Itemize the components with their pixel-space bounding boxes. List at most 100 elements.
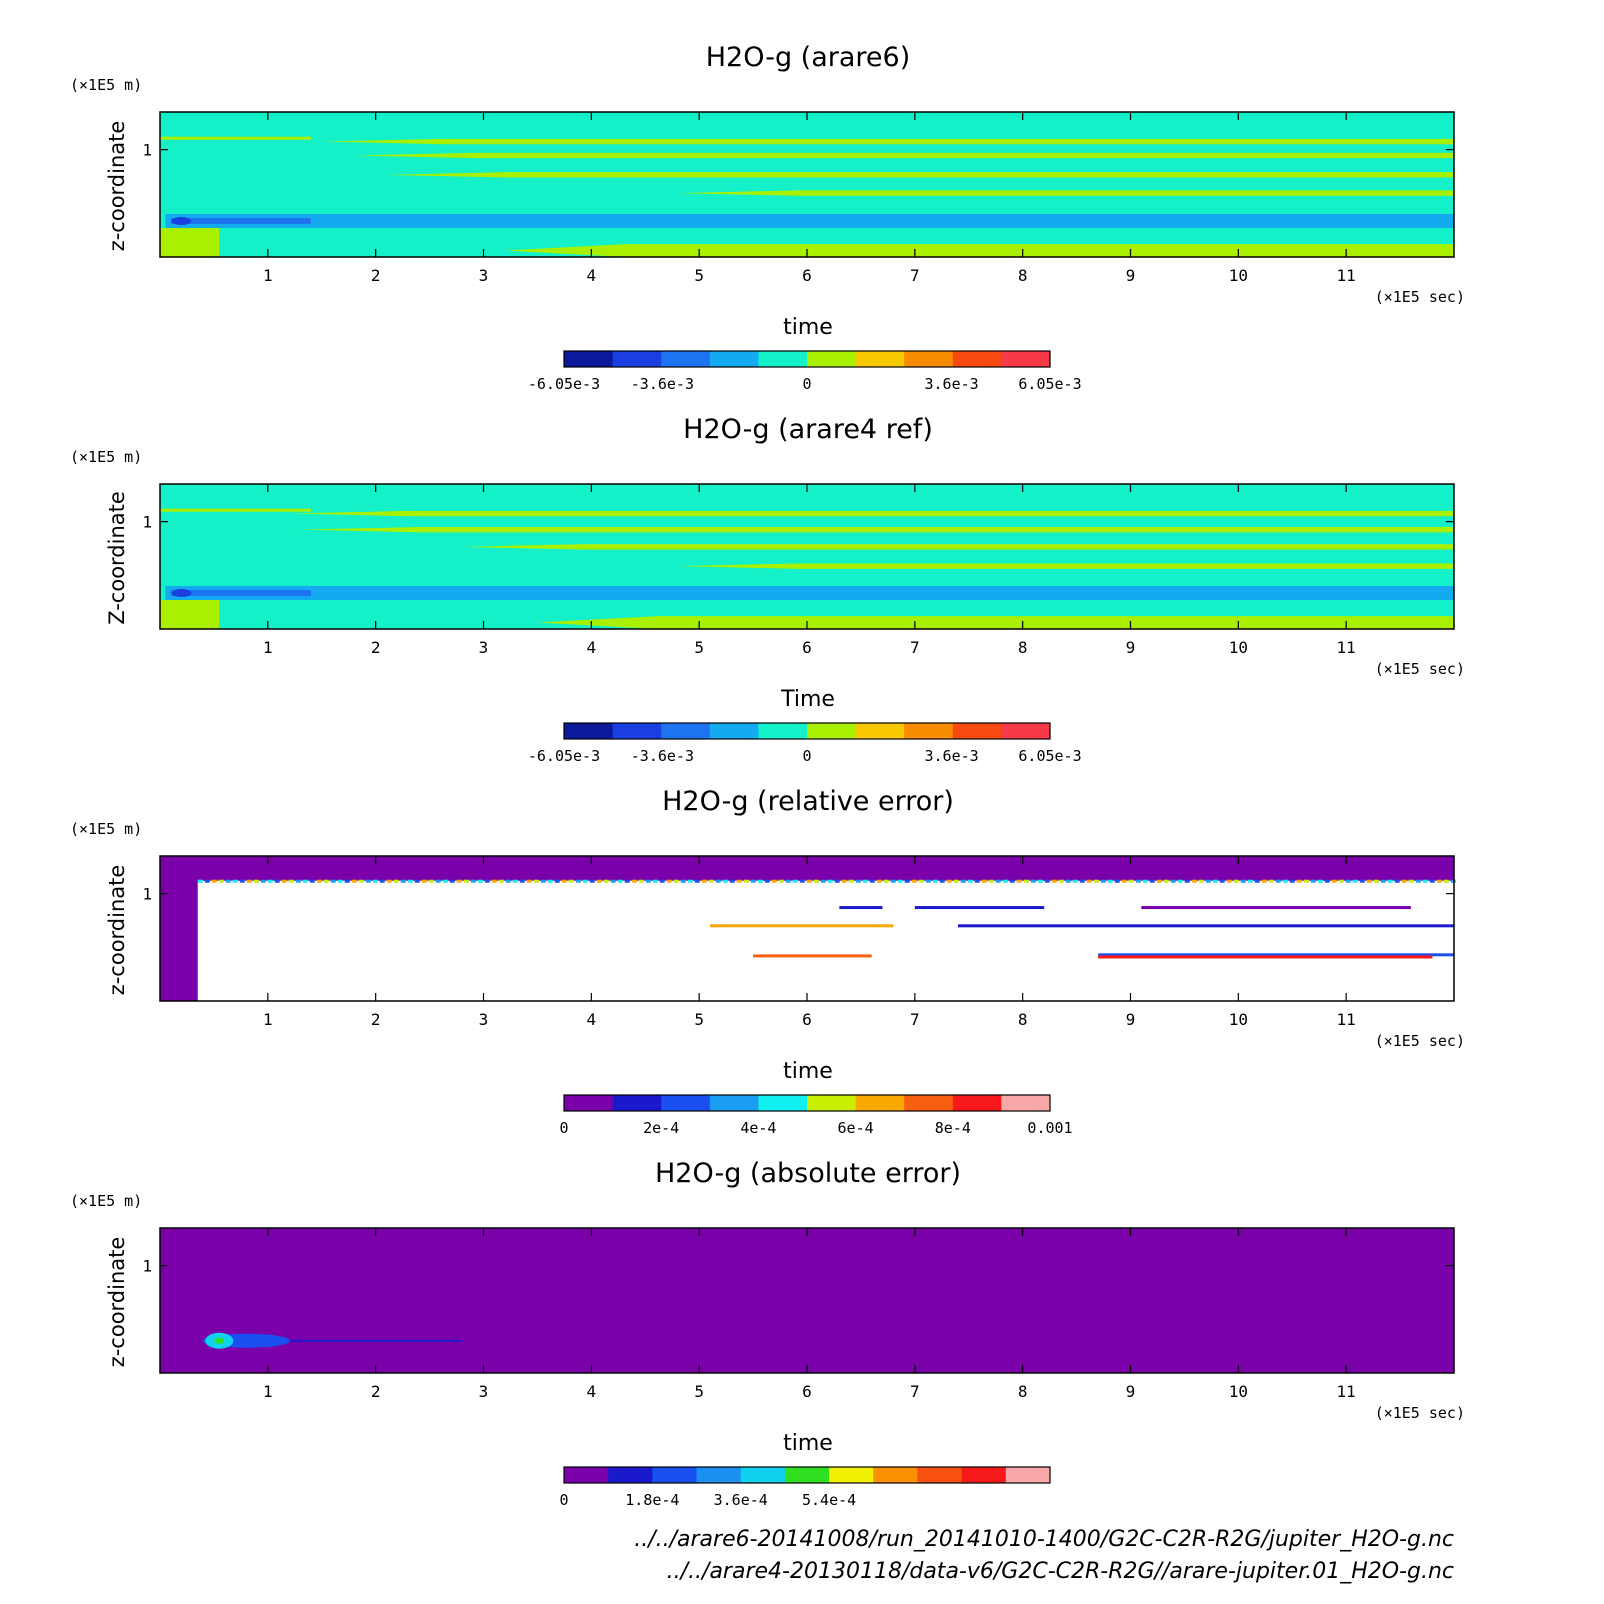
field-speck [498,879,504,883]
field-speck [722,879,728,883]
field-speck [596,879,602,883]
x-tick-label: 3 [479,638,489,657]
field-speck [708,879,714,883]
field-background [160,484,1454,629]
field-speck [1240,879,1246,883]
field-speck [547,879,553,883]
panel-arare6: H2O-g (arare6) (×1E5 m) z-coordinate 1 2 3… [70,42,1465,393]
colorbar-segment [740,1467,786,1483]
x-tick-label: 8 [1018,1382,1028,1401]
x-tick-label: 4 [587,1010,597,1029]
y-unit-label: (×1E5 m) [70,76,142,94]
field-speck [1338,879,1344,883]
x-tick-label: 3 [479,1382,489,1401]
field-speck [1184,879,1190,883]
colorbar-tick-label: 0.001 [1027,1119,1072,1137]
colorbar-frame [563,1094,1051,1112]
field-speck [575,879,581,883]
colorbar-segment [807,1095,857,1111]
field-speck [1149,879,1155,883]
y-unit-label: (×1E5 m) [70,820,142,838]
colorbar-segment [952,1095,1002,1111]
field-speck [386,879,392,883]
field-speck [1303,879,1309,883]
x-tick-label: 6 [802,638,812,657]
colorbar-segment [784,1467,830,1483]
y-axis-label: z-coordinate [105,865,129,996]
x-tick-label: 5 [694,1010,704,1029]
field-speck [848,879,854,883]
colorbar-segment [855,723,905,739]
colorbar-segment [661,723,711,739]
x-tick-label: 6 [802,266,812,285]
field-band [170,590,311,596]
error-streak [914,906,1045,910]
field-speck [393,879,399,883]
field-speck [813,879,819,883]
colorbar-segment [807,351,857,367]
colorbar-tick-label: 0 [559,1119,568,1137]
colorbar-segment [855,351,905,367]
colorbar-tick-label: 1.8e-4 [625,1491,679,1509]
field-speck [1058,879,1064,883]
field-speck [351,879,357,883]
colorbar-tick-label: 5.4e-4 [802,1491,856,1509]
field-speck [862,879,868,883]
colorbar-segment [829,1467,874,1483]
field-speck [421,879,427,883]
field-speck [435,879,441,883]
colorbar-segment [709,723,759,739]
x-tick-label: 10 [1229,638,1248,657]
field-speck [1023,879,1029,883]
y-unit-label: (×1E5 m) [70,1192,142,1210]
field-speck [372,879,378,883]
colorbar-segment [696,1467,742,1483]
field-speck [281,879,287,883]
field-zero-region [197,880,1454,1001]
field-speck [1205,879,1211,883]
field-speck [932,879,938,883]
field-speck [253,879,259,883]
x-tick-label: 2 [371,266,381,285]
x-tick-label: 3 [479,266,489,285]
field-speck [246,879,252,883]
field-speck [666,879,672,883]
colorbar-segment [608,1467,653,1483]
field-speck [1450,879,1456,883]
field-speck [400,879,406,883]
field-band [160,600,220,629]
field-speck [715,879,721,883]
field-speck [519,879,525,883]
x-tick-label: 9 [1126,638,1136,657]
field-speck [1401,879,1407,883]
field-speck [834,879,840,883]
field-speck [330,879,336,883]
field-band [386,172,1455,178]
x-tick-label: 8 [1018,1010,1028,1029]
field-speck [1352,879,1358,883]
field-speck [1422,879,1428,883]
x-tick-label: 7 [910,1010,920,1029]
field-speck [470,879,476,883]
field-speck [785,879,791,883]
error-streak [1098,955,1433,959]
colorbar-segment [661,1095,711,1111]
x-axis-label: time [783,1431,833,1456]
y-axis-label: z-coordinate [105,1237,129,1368]
colorbar-segment [758,1095,808,1111]
field-speck [1415,879,1421,883]
colorbar-segment [612,1095,662,1111]
field-band [165,214,1455,228]
y-unit-label: (×1E5 m) [70,448,142,466]
field-speck [792,879,798,883]
field-speck [1289,879,1295,883]
field-speck [309,879,315,883]
y-tick-label: 1 [142,513,152,532]
field-speck [1296,879,1302,883]
field-speck [554,879,560,883]
field-speck [701,879,707,883]
field-speck [540,879,546,883]
colorbar-tick-label: 4e-4 [740,1119,776,1137]
field-speck [344,879,350,883]
field-speck [659,879,665,883]
